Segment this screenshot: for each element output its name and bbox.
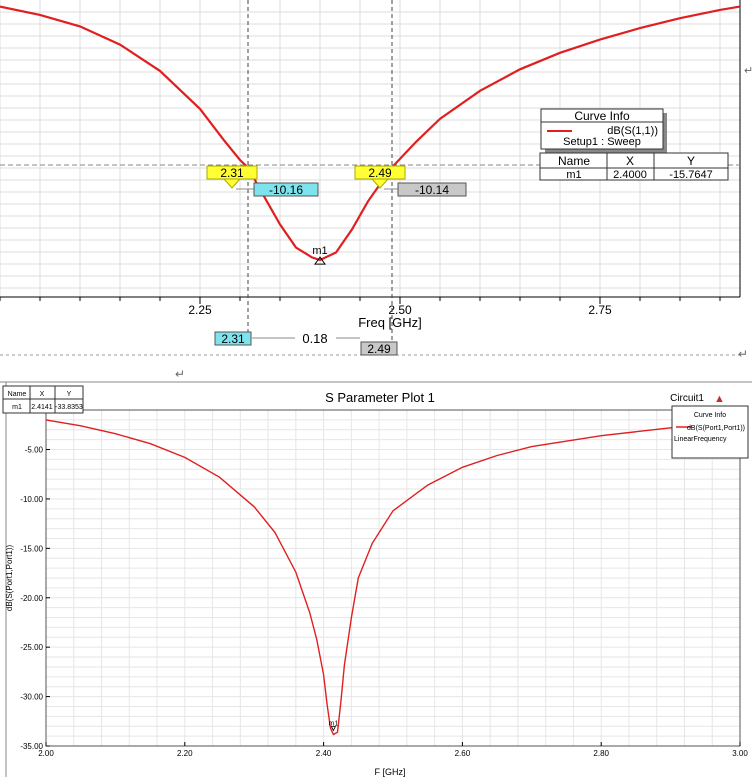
marker-table-header-name: Name: [558, 154, 590, 168]
bottom-chart-title: S Parameter Plot 1: [325, 390, 435, 405]
marker-table-box: [539, 152, 729, 181]
top-x-tick-label: 2.75: [588, 303, 612, 317]
marker-table-cell-x: 2.4000: [613, 169, 647, 181]
curve-info-sub: Setup1 : Sweep: [563, 136, 641, 148]
b-marker-table-cell-name: m1: [12, 404, 22, 411]
bottom-x-tick-label: 2.00: [38, 749, 54, 758]
curve-info-title: Curve Info: [574, 109, 630, 123]
bottom-y-tick-label: -30.00: [20, 693, 43, 702]
bottom-x-tick-label: 2.60: [455, 749, 471, 758]
top-chart-x-axis-label: Freq [GHz]: [358, 315, 422, 330]
b-marker-table-cell-x: 2.4141: [31, 404, 53, 411]
b-marker-table-header-name: Name: [8, 391, 27, 398]
b-marker-table-header-y: Y: [67, 391, 72, 398]
delta-right-box: [360, 341, 398, 356]
bottom-x-tick-label: 3.00: [732, 749, 748, 758]
marker-table-header-x: X: [626, 154, 634, 168]
bottom-x-tick-label: 2.80: [593, 749, 609, 758]
bottom-y-tick-label: -20.00: [20, 594, 43, 603]
curve-info-box: [540, 108, 664, 150]
top-x-tick-label: 2.25: [188, 303, 212, 317]
vline-left-value-box: [253, 182, 319, 197]
curve-info-entry: dB(S(1,1)): [607, 125, 658, 137]
bottom-chart-x-axis-label: F [GHz]: [375, 767, 406, 777]
bottom-series-line: [45, 419, 685, 736]
top-series-line: [0, 5, 741, 262]
return-glyph-1: ↵: [738, 347, 748, 360]
bottom-x-tick-label: 2.40: [316, 749, 332, 758]
top-chart-marker-m1[interactable]: m1: [312, 245, 328, 265]
vline-right-pointer: [370, 178, 390, 189]
delta-value: 0.18: [302, 331, 327, 346]
bottom-chart-triangle-icon[interactable]: ▲: [714, 393, 725, 405]
bottom-chart-y-axis-label: dB(S(Port1,Port1)): [5, 545, 14, 612]
bottom-chart-x-ticks: 2.00 2.20 2.40 2.60 2.80 3.00: [38, 742, 748, 758]
bottom-chart-series: [45, 419, 685, 736]
bottom-x-tick-label: 2.20: [177, 749, 193, 758]
vline-right-value-box: [397, 182, 467, 197]
bottom-y-tick-label: -15.00: [20, 544, 43, 553]
delta-left-label: 2.31: [221, 332, 245, 346]
delta-left-box: [214, 331, 252, 346]
bottom-y-tick-label: -5.00: [25, 446, 44, 455]
b-curve-info-entry: dB(S(Port1,Port1)): [687, 425, 745, 432]
bottom-y-tick-label: -10.00: [20, 495, 43, 504]
marker-table-cell-y: -15.7647: [669, 169, 712, 181]
return-glyph-3: ↵: [175, 367, 185, 381]
bottom-chart-plot-frame: [45, 409, 741, 747]
bottom-chart-background: [0, 382, 752, 777]
bottom-chart-marker-m1[interactable]: m1: [329, 720, 339, 732]
vline-left-pointer: [222, 178, 242, 189]
bottom-chart-y-ticks: -5.00 -10.00 -15.00 -20.00 -25.00 -30.00 -35.0…: [20, 446, 50, 751]
top-marker-glyph: [314, 256, 326, 265]
top-chart-vline-right-tag[interactable]: 2.49 -10.14: [354, 165, 467, 197]
top-chart: 2.25 2.50 2.75 Freq [GHz] m1 2.31 -10.16 2…: [0, 0, 752, 360]
bottom-chart-curve-info[interactable]: Curve Info dB(S(Port1,Port1)) LinearFreq…: [671, 405, 749, 459]
b-marker-table-cell-y: -33.8353: [55, 404, 83, 411]
bottom-y-tick-label: -35.00: [20, 742, 43, 751]
b-curve-info-title: Curve Info: [694, 412, 726, 419]
top-chart-curve-info[interactable]: Curve Info dB(S(1,1)) Setup1 : Sweep: [540, 108, 667, 153]
vline-right-x-label: 2.49: [368, 166, 392, 180]
top-marker-label: m1: [312, 245, 327, 257]
bottom-chart-corner-label: Circuit1: [670, 393, 704, 404]
b-marker-table-header-x: X: [40, 391, 45, 398]
bottom-chart-marker-table[interactable]: Name X Y m1 2.4141 -33.8353: [2, 385, 84, 414]
b-curve-info-sub: LinearFrequency: [674, 436, 727, 443]
top-chart-vline-left-tag[interactable]: 2.31 -10.16: [206, 165, 319, 197]
top-chart-series: [0, 5, 741, 262]
bottom-marker-glyph: [330, 726, 337, 732]
marker-table-header-y: Y: [687, 154, 695, 168]
top-chart-x-ticks: 2.25 2.50 2.75: [0, 297, 721, 317]
top-chart-delta-readout: 2.31 0.18 2.49: [214, 331, 398, 356]
delta-right-label: 2.49: [367, 342, 391, 356]
return-glyph-2: ↵: [744, 65, 752, 77]
top-x-tick-label: 2.50: [388, 303, 412, 317]
vline-right-value: -10.14: [415, 183, 449, 197]
top-chart-marker-table[interactable]: Name X Y m1 2.4000 -15.7647: [539, 152, 729, 181]
marker-table-cell-name: m1: [566, 169, 581, 181]
bottom-chart: ↵ S Parameter Plot 1 Circuit1 ▲ 2.00 2.20…: [0, 367, 752, 777]
vline-left-value: -10.16: [269, 183, 303, 197]
bottom-marker-label: m1: [329, 720, 339, 727]
vline-left-x-label: 2.31: [220, 166, 244, 180]
b-curve-info-box: [671, 405, 749, 459]
bottom-y-tick-label: -25.00: [20, 643, 43, 652]
